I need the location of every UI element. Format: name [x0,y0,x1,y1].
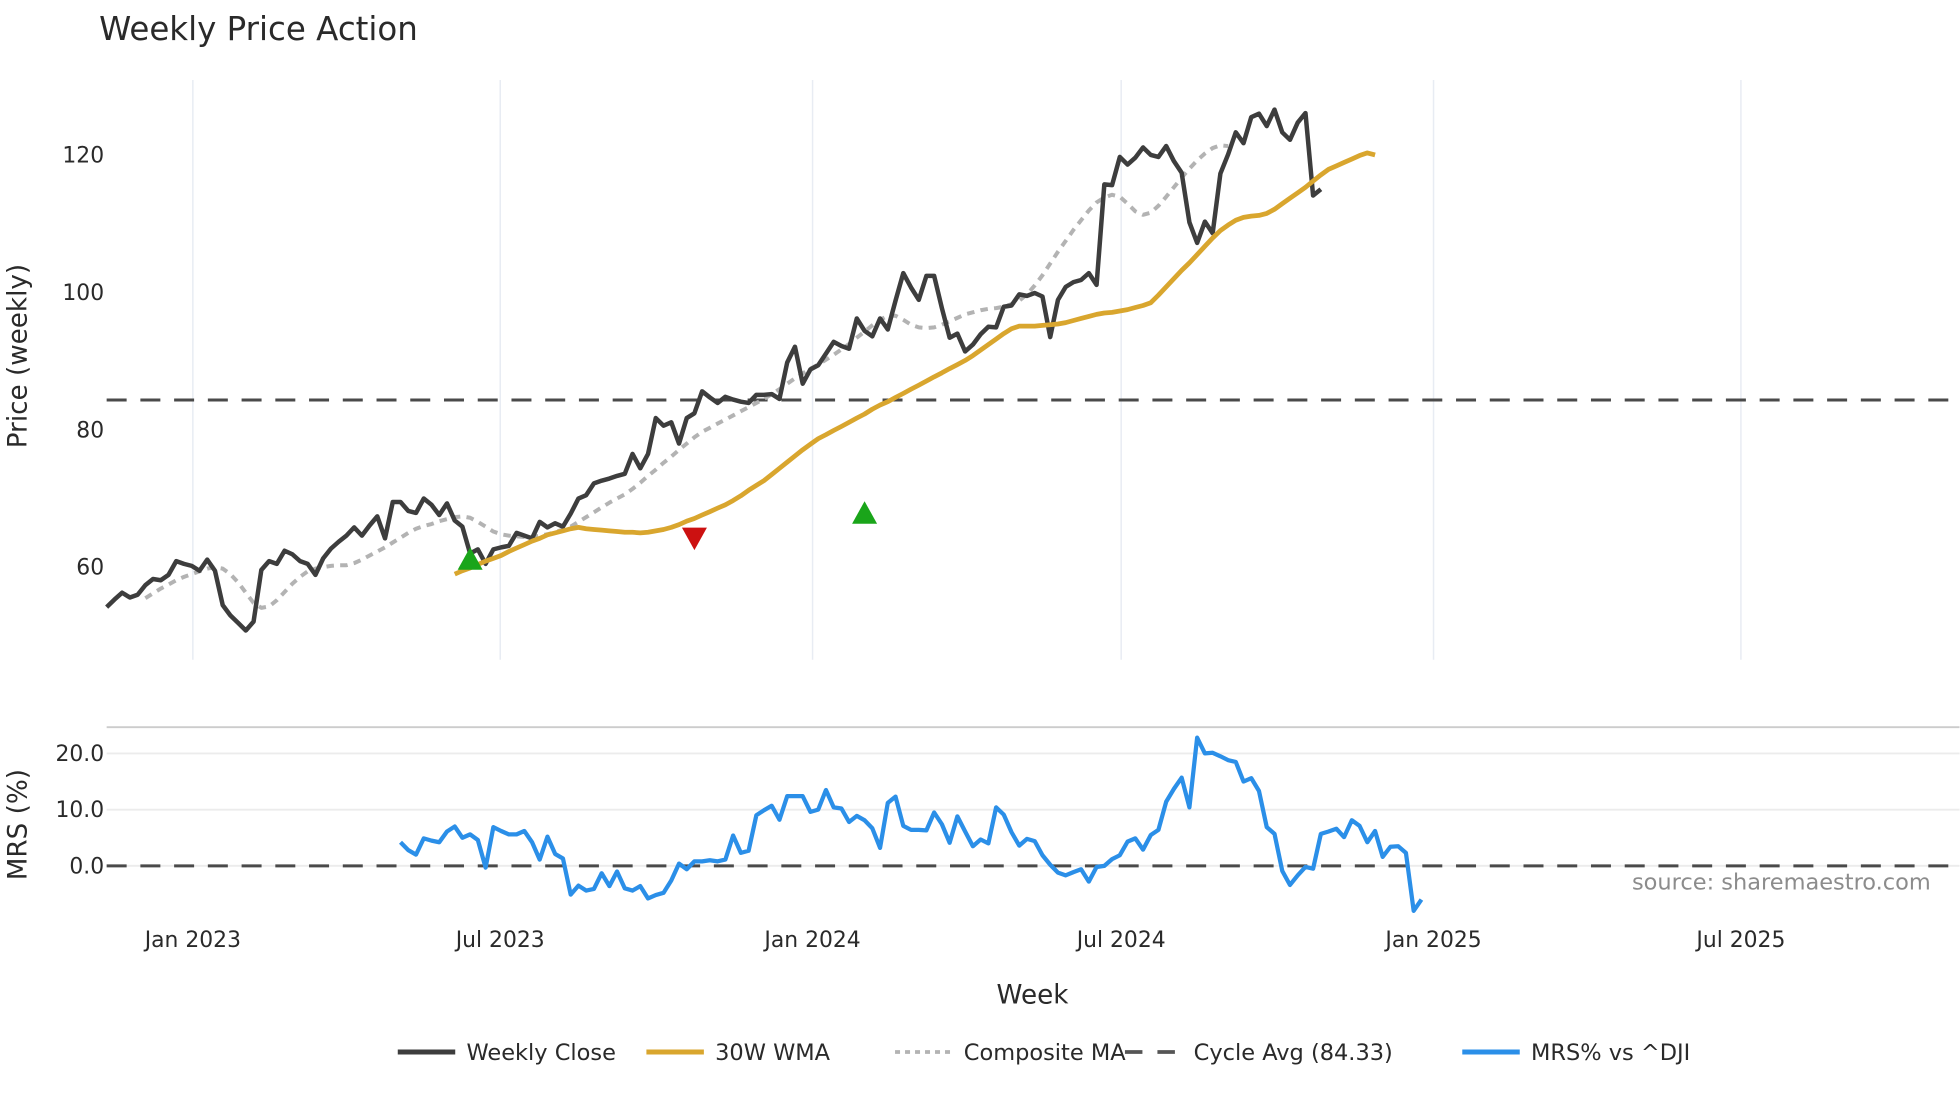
price-y-axis-ticks: 60 80 100 120 [62,143,104,580]
price-series-lines [105,107,1376,633]
mrs-y-tick: 0.0 [69,854,104,879]
chart-title: Weekly Price Action [99,10,418,48]
legend-item[interactable]: MRS% vs ^DJI [1462,1040,1690,1066]
legend-item[interactable]: Weekly Close [397,1040,616,1066]
legend-item[interactable]: Composite MA [895,1040,1126,1066]
x-tick: Jul 2024 [1075,928,1166,953]
composite-ma-line [144,143,1229,610]
buy-signal-marker-icon [457,547,483,570]
mrs-y-axis-ticks: 0.0 10.0 20.0 [55,742,104,879]
price-y-tick: 100 [62,281,104,306]
x-axis-ticks: Jan 2023 Jul 2023 Jan 2024 Jul 2024 Jan 2025… [143,928,1786,953]
wma-30w-line [453,150,1376,577]
weekly-close-line [105,107,1323,633]
x-tick: Jul 2023 [454,928,545,953]
sell-signal-marker-icon [681,527,707,551]
legend-item[interactable]: Cycle Avg (84.33) [1124,1040,1393,1066]
mrs-line [398,735,1424,913]
mrs-y-tick: 20.0 [55,742,104,767]
x-tick: Jan 2023 [143,928,241,953]
legend-label: Cycle Avg (84.33) [1194,1040,1393,1066]
mrs-y-axis-label: MRS (%) [4,769,34,880]
legend-label: Weekly Close [466,1040,615,1066]
legend-item[interactable]: 30W WMA [646,1040,831,1066]
price-y-axis-label: Price (weekly) [4,264,34,448]
mrs-series-line [398,735,1424,913]
mrs-panel-grid [106,752,1960,867]
price-y-tick: 80 [76,418,104,443]
legend: Weekly Close 30W WMA Composite MA Cycle Avg… [397,1040,1690,1066]
legend-label: MRS% vs ^DJI [1531,1040,1690,1066]
price-y-tick: 60 [76,556,104,581]
x-tick: Jan 2025 [1383,928,1481,953]
signal-markers [457,501,878,570]
legend-label: Composite MA [964,1040,1126,1066]
x-tick: Jan 2024 [762,928,860,953]
buy-signal-marker-icon [852,501,878,524]
legend-label: 30W WMA [715,1040,831,1066]
price-panel-grid [192,79,1742,660]
mrs-y-tick: 10.0 [55,798,104,823]
source-watermark: source: sharemaestro.com [1632,870,1931,896]
price-y-tick: 120 [62,143,104,168]
x-axis-label: Week [997,980,1070,1010]
x-tick: Jul 2025 [1694,928,1785,953]
